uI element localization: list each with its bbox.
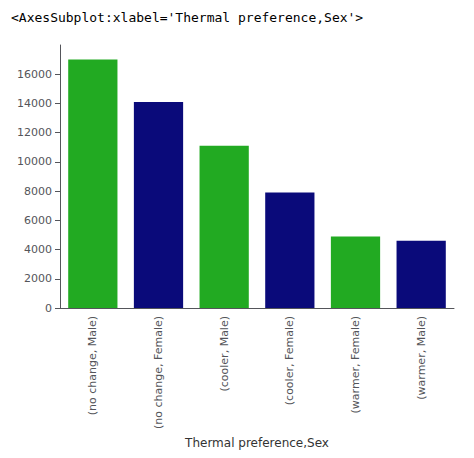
svg-text:16000: 16000 <box>17 68 52 81</box>
svg-text:12000: 12000 <box>17 126 52 139</box>
svg-text:(warmer, Female): (warmer, Female) <box>349 316 362 413</box>
svg-text:Thermal preference,Sex: Thermal preference,Sex <box>184 436 329 450</box>
svg-text:(cooler, Male): (cooler, Male) <box>218 316 231 392</box>
svg-text:(no change, Female): (no change, Female) <box>152 316 165 429</box>
svg-text:0: 0 <box>45 302 52 315</box>
svg-text:8000: 8000 <box>24 185 52 198</box>
svg-text:10000: 10000 <box>17 155 52 168</box>
svg-text:4000: 4000 <box>24 243 52 256</box>
svg-text:(cooler, Female): (cooler, Female) <box>283 316 296 405</box>
svg-text:14000: 14000 <box>17 97 52 110</box>
svg-text:(no change, Male): (no change, Male) <box>86 316 99 415</box>
svg-text:2000: 2000 <box>24 272 52 285</box>
svg-text:<AxesSubplot:xlabel='Thermal p: <AxesSubplot:xlabel='Thermal preference,… <box>11 10 363 25</box>
svg-text:(warmer, Male): (warmer, Male) <box>415 316 428 400</box>
svg-text:6000: 6000 <box>24 214 52 227</box>
